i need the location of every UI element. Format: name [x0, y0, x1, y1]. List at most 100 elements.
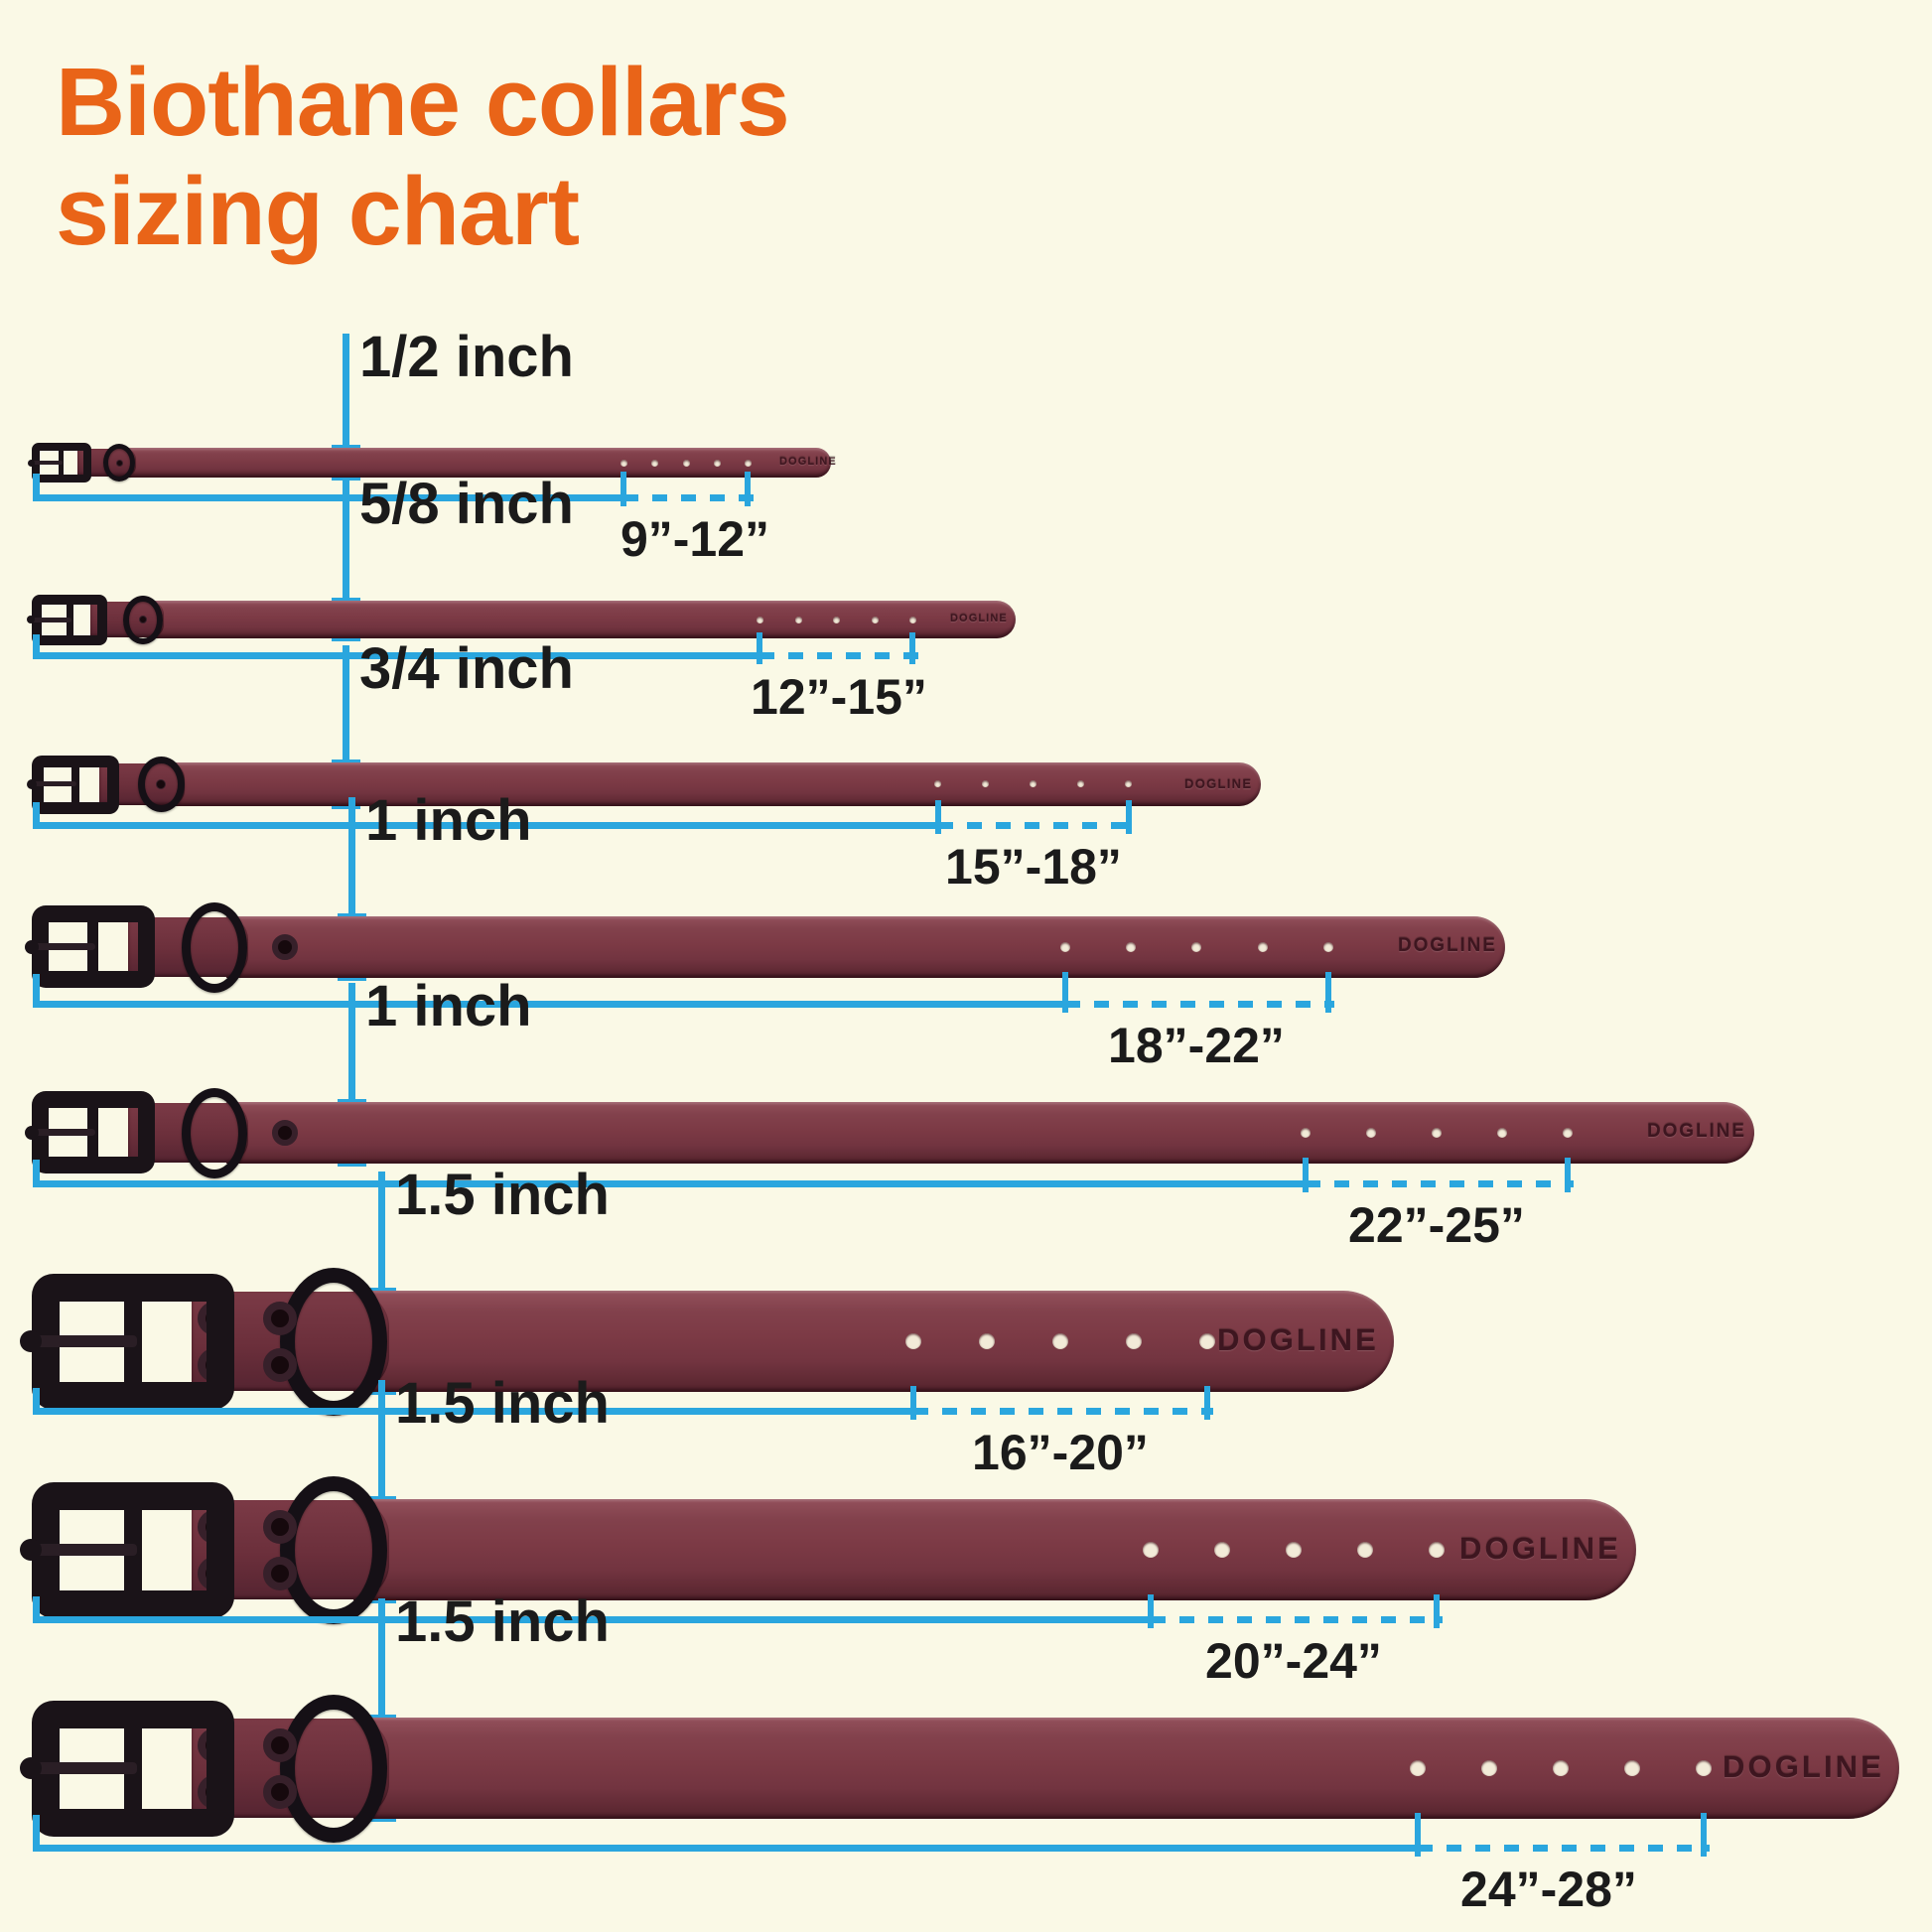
buckle-prong-nub: [27, 616, 35, 623]
measure-riser: [33, 1815, 40, 1852]
buckle-prong: [28, 1129, 95, 1136]
rivet: [263, 1775, 297, 1809]
buckle-prong: [30, 618, 71, 622]
buckle-frame: [32, 1091, 155, 1173]
collar-strap: [353, 1718, 1899, 1819]
rivet: [263, 1728, 297, 1762]
width-dimension-line: [343, 334, 349, 478]
measure-riser: [33, 802, 40, 829]
buckle-prong-nub: [25, 1126, 39, 1140]
brand-embossed-text: DOGLINE: [1723, 1749, 1884, 1784]
collar-strap: [170, 762, 1261, 806]
brand-embossed-text: DOGLINE: [1459, 1531, 1621, 1566]
measure-riser: [33, 1596, 40, 1623]
buckle-prong-nub: [20, 1330, 42, 1352]
adjustment-hole: [1432, 1128, 1442, 1138]
width-dimension-cap-bottom: [332, 475, 360, 481]
d-ring: [123, 596, 163, 644]
d-ring: [280, 1695, 387, 1843]
rivet: [263, 1557, 297, 1590]
collar-strap: [125, 448, 831, 478]
rivet: [272, 1120, 298, 1146]
width-dimension-cap-bottom: [367, 1816, 396, 1822]
measure-line-solid: [33, 1616, 1151, 1623]
adjustment-hole: [621, 460, 627, 467]
size-range-label: 16”-20”: [972, 1425, 1149, 1480]
measure-tick-first-hole: [757, 632, 762, 664]
adjustment-hole: [1497, 1128, 1507, 1138]
adjustment-hole: [1323, 942, 1333, 952]
adjustment-hole: [1563, 1128, 1573, 1138]
size-range-label: 18”-22”: [1108, 1018, 1285, 1073]
width-label: 1/2 inch: [359, 325, 574, 389]
collar-strap: [226, 916, 1505, 978]
measure-riser: [33, 974, 40, 1008]
adjustment-hole: [872, 617, 879, 623]
measure-tick-first-hole: [935, 800, 941, 834]
width-dimension-cap-bottom: [332, 803, 360, 809]
d-ring: [280, 1476, 387, 1624]
width-label: 1 inch: [365, 974, 532, 1038]
buckle-prong: [26, 1762, 137, 1774]
buckle-prong-nub: [20, 1539, 42, 1561]
measure-tick-last-hole: [1565, 1158, 1571, 1192]
width-label: 1 inch: [365, 788, 532, 853]
adjustment-hole: [683, 460, 690, 467]
adjustment-hole: [1366, 1128, 1376, 1138]
width-dimension-cap-bottom: [332, 635, 360, 641]
brand-embossed-text: DOGLINE: [779, 456, 837, 468]
page-title: Biothane collars sizing chart: [56, 48, 790, 265]
collar-strap: [151, 601, 1016, 638]
width-dimension-line: [378, 1598, 385, 1819]
adjustment-hole: [1060, 942, 1070, 952]
page-title-line1: Biothane collars: [56, 48, 790, 156]
adjustment-hole: [1286, 1542, 1302, 1558]
adjustment-hole: [1126, 942, 1136, 952]
brand-embossed-text: DOGLINE: [1217, 1322, 1379, 1357]
width-dimension-line: [348, 797, 355, 978]
size-range-label: 9”-12”: [620, 511, 770, 567]
adjustment-hole: [982, 780, 989, 787]
rivet: [139, 616, 147, 623]
rivet: [272, 934, 298, 960]
page-title-line2: sizing chart: [56, 156, 580, 265]
adjustment-hole: [1357, 1542, 1373, 1558]
rivet: [263, 1302, 297, 1335]
measure-line-dashed: [913, 1408, 1213, 1415]
measure-line-dashed: [1151, 1616, 1443, 1623]
measure-tick-first-hole: [1148, 1594, 1154, 1628]
adjustment-hole: [833, 617, 840, 623]
adjustment-hole: [1030, 780, 1036, 787]
measure-tick-first-hole: [621, 472, 626, 506]
measure-line-solid: [33, 494, 623, 501]
adjustment-hole: [1258, 942, 1268, 952]
measure-line-solid: [33, 1180, 1306, 1187]
buckle-prong-nub: [20, 1757, 42, 1779]
width-dimension-line: [343, 481, 349, 638]
width-dimension-line: [343, 645, 349, 806]
adjustment-hole: [1301, 1128, 1311, 1138]
d-ring: [182, 902, 247, 993]
measure-tick-last-hole: [1126, 800, 1132, 834]
d-ring: [182, 1088, 247, 1178]
width-label: 1.5 inch: [395, 1163, 610, 1227]
measure-line-dashed: [1418, 1845, 1710, 1852]
measure-line-solid: [33, 652, 759, 659]
size-range-label: 12”-15”: [751, 669, 927, 725]
brand-embossed-text: DOGLINE: [1647, 1121, 1746, 1142]
measure-tick-last-hole: [1204, 1386, 1210, 1420]
adjustment-hole: [1126, 1333, 1142, 1349]
buckle-prong: [28, 943, 95, 950]
measure-tick-last-hole: [1701, 1813, 1707, 1857]
width-dimension-cap-bottom: [338, 975, 366, 981]
size-range-label: 22”-25”: [1348, 1197, 1525, 1253]
size-range-label: 20”-24”: [1205, 1633, 1382, 1689]
measure-line-solid: [33, 822, 938, 829]
collar-strap: [226, 1102, 1754, 1164]
adjustment-hole: [1696, 1760, 1712, 1776]
measure-riser: [33, 1388, 40, 1415]
measure-line-dashed: [938, 822, 1135, 829]
collar-strap: [353, 1499, 1636, 1600]
measure-riser: [33, 1160, 40, 1187]
